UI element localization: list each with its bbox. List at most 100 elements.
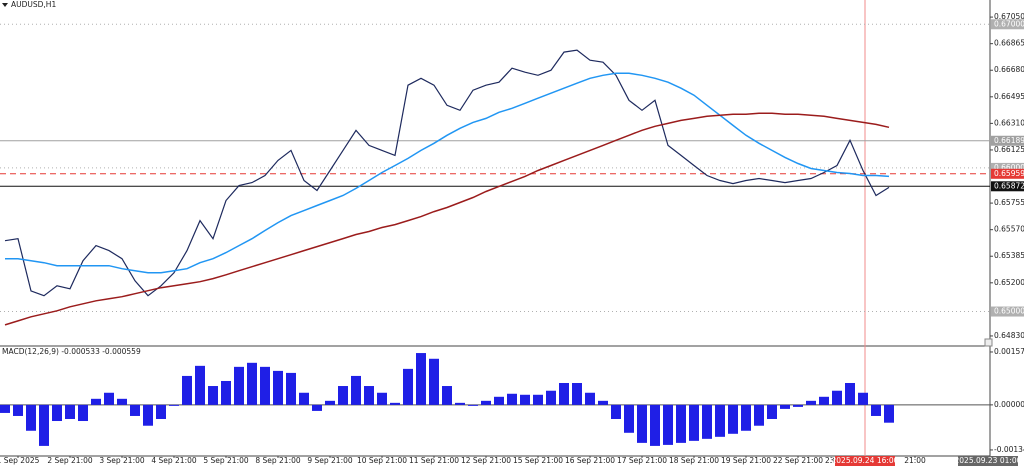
macd-bar [689,404,699,441]
y-tick-label: 0.66310 [994,118,1024,127]
y-tick-label: 0.67050 [994,12,1024,21]
macd-bar [663,404,673,445]
macd-bar [182,375,192,405]
macd-bar [481,400,491,405]
macd-bar [247,362,257,405]
macd-bar [260,366,270,405]
level-label: 0.66000 [994,163,1024,172]
macd-bar [364,386,374,405]
x-tick-label: 16 Sep 21:00 [565,456,615,465]
y-tick-label: 0.65755 [994,198,1024,207]
macd-bar [546,390,556,405]
y-tick-label: 0.65200 [994,278,1024,287]
x-tick-label: 8 Sep 21:00 [255,456,301,465]
time-marker: 2025.09.23 01:00 [955,456,1022,465]
macd-bar [780,404,790,409]
price-line [4,49,890,297]
macd-bar [65,404,75,419]
price-line [5,72,890,274]
x-tick-label: 19 Sep 21:00 [721,456,771,465]
macd-bar [858,392,868,405]
macd-bar [403,368,413,405]
macd-bar [728,404,738,434]
symbol-menu[interactable] [2,3,8,7]
macd-bar [884,404,894,423]
y-tick-label: 0.65385 [994,251,1024,260]
macd-bar [676,404,686,443]
level-label: 0.65000 [994,307,1024,316]
macd-bar [104,392,114,405]
macd-bar [13,404,23,416]
macd-bar [793,404,803,407]
macd-bar [416,353,426,405]
macd-bar [208,386,218,405]
macd-bar [0,404,10,413]
macd-bar [130,404,140,416]
y-tick-label: 0.65570 [994,225,1024,234]
time-marker-bg [958,456,1018,466]
macd-bar [572,382,582,405]
x-tick-label: 21:00 [904,456,926,465]
macd-bar [585,392,595,405]
macd-bar [832,390,842,405]
macd-bar [754,404,764,426]
level-label: 0.66189 [994,136,1024,145]
y-tick-label: -0.00134 [994,445,1024,454]
macd-bar [819,396,829,405]
x-tick-label: 4 Sep 21:00 [151,456,197,465]
y-tick-label: 0.000000 [994,400,1024,409]
macd-bar [78,404,88,422]
macd-bar [351,375,361,405]
macd-bar [494,396,504,405]
macd-bar [702,404,712,439]
symbol-title: AUDUSD,H1 [11,0,56,9]
x-tick-label: 9 Sep 21:00 [307,456,353,465]
y-tick-label: 0.66680 [994,65,1024,74]
macd-bar [442,386,452,405]
x-tick-label: 18 Sep 21:00 [669,456,719,465]
macd-bar [715,404,725,437]
macd-bar [299,392,309,405]
level-label-bg [991,168,1024,179]
macd-bar [91,398,101,405]
y-tick-label: 0.66865 [994,39,1024,48]
y-tick-label: 0.66495 [994,92,1024,101]
cursor-time-bg [835,456,895,466]
macd-bar [234,366,244,405]
macd-bar [39,404,49,446]
x-tick-label: 2 Sep 21:00 [47,456,93,465]
macd-bar [767,404,777,419]
macd-bar [520,394,530,405]
price-line [4,112,890,326]
macd-bar [26,404,36,431]
level-label: 0.65959 [994,169,1024,178]
level-label-bg [991,306,1024,317]
macd-bar [286,372,296,405]
macd-bar [845,382,855,405]
macd-bar [455,402,465,405]
macd-bar [741,404,751,431]
level-label-bg [991,135,1024,146]
macd-bar [598,400,608,405]
x-tick-label: 5 Sep 21:00 [203,456,249,465]
macd-bar [52,404,62,422]
macd-bar [507,393,517,405]
macd-bar [611,404,621,419]
cursor-time: 2025.09.24 16:00 [832,456,899,465]
macd-bar [221,380,231,405]
y-tick-label: 0.001572 [994,347,1024,356]
macd-bar [338,386,348,405]
macd-bar [117,398,127,405]
x-tick-label: 1 Sep 2025 [0,456,40,465]
level-label-bg [991,181,1024,192]
macd-bar [169,404,179,406]
macd-bar [325,400,335,405]
x-tick-label: 15 Sep 21:00 [513,456,563,465]
macd-bar [624,404,634,433]
macd-bar [637,404,647,443]
scale-toggle[interactable] [984,338,993,347]
macd-bar [533,394,543,405]
macd-bar [468,404,478,406]
x-tick-label: 10 Sep 21:00 [357,456,407,465]
macd-bar [559,382,569,405]
